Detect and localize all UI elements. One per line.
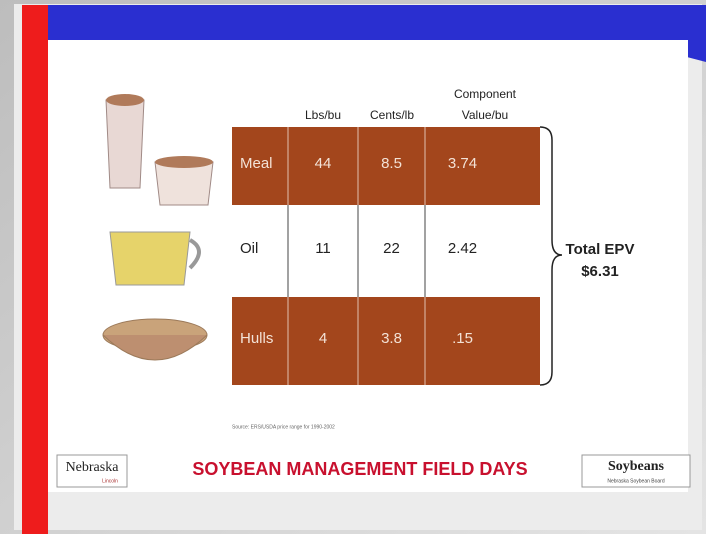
- table-cell: 3.8: [381, 330, 402, 347]
- slide: Component Value/bu Lbs/bu Cents/lb Meal 4…: [0, 0, 706, 534]
- logo-text: Nebraska: [66, 460, 120, 475]
- logo-subtext: Lincoln: [102, 478, 118, 484]
- total-label: Total EPV: [566, 241, 635, 258]
- row-label: Hulls: [240, 330, 273, 347]
- logo-text: Soybeans: [608, 459, 665, 474]
- footer-title: SOYBEAN MANAGEMENT FIELD DAYS: [192, 459, 527, 479]
- table-cell: 2.42: [448, 240, 477, 257]
- row-label: Oil: [240, 240, 258, 257]
- table-cell: 22: [383, 240, 400, 257]
- column-header: Lbs/bu: [305, 108, 341, 122]
- table-cell: .15: [452, 330, 473, 347]
- red-band: [22, 5, 48, 534]
- column-header: Cents/lb: [370, 108, 414, 122]
- table-cell: 4: [319, 330, 327, 347]
- header-line-1: Component: [454, 87, 517, 101]
- row-label: Meal: [240, 155, 273, 172]
- table-cell: 3.74: [448, 155, 477, 172]
- table-cell: 44: [315, 155, 332, 172]
- page: Component Value/bu Lbs/bu Cents/lb Meal 4…: [0, 0, 706, 534]
- header-line-2: Value/bu: [462, 108, 508, 122]
- table-body: Meal 44 8.5 3.74 Oil 11 22 2.42 Hulls 4 3.8 .15: [232, 127, 540, 385]
- logo-subtext: Nebraska Soybean Board: [607, 478, 664, 484]
- total-value: $6.31: [581, 263, 619, 280]
- table-cell: 8.5: [381, 155, 402, 172]
- source: Source: ERS/USDA price range for 1990-20…: [232, 424, 335, 430]
- table-cell: 11: [315, 240, 331, 257]
